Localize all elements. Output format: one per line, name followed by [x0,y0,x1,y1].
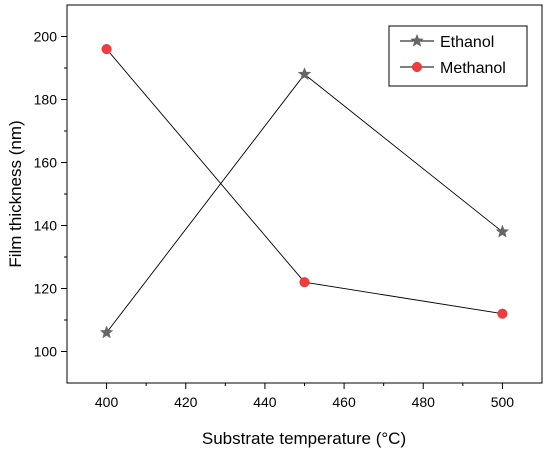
legend-marker-methanol [411,61,423,73]
y-tick-label: 200 [34,29,58,45]
data-point-methanol [299,277,310,288]
y-axis-ticks: 100 120 140 160 180 200 [34,29,67,360]
legend-box [388,25,528,87]
x-axis-ticks: 400 420 440 460 480 500 [95,383,514,410]
series-line-methanol [106,48,503,315]
x-tick-label: 500 [491,394,515,410]
x-tick-label: 440 [253,394,277,410]
legend: Ethanol Methanol [388,25,528,87]
data-point-ethanol [297,67,312,81]
y-tick-label: 100 [34,344,58,360]
legend-label-methanol: Methanol [440,60,506,77]
data-point-methanol [101,44,112,55]
data-point-ethanol [99,325,114,339]
series-line-ethanol [106,73,503,333]
y-tick-label: 180 [34,92,58,108]
data-point-methanol [497,308,508,319]
legend-marker-ethanol [410,33,424,47]
x-tick-label: 400 [95,394,119,410]
y-tick-label: 160 [34,155,58,171]
data-point-ethanol [495,224,510,238]
x-tick-label: 480 [412,394,436,410]
legend-label-ethanol: Ethanol [440,34,494,51]
y-axis-title: Film thickness (nm) [6,120,25,267]
y-tick-label: 140 [34,218,58,234]
x-tick-label: 460 [332,394,356,410]
y-tick-label: 120 [34,281,58,297]
series-layer [99,44,510,339]
x-axis-title: Substrate temperature (°C) [202,429,406,448]
x-tick-label: 420 [174,394,198,410]
